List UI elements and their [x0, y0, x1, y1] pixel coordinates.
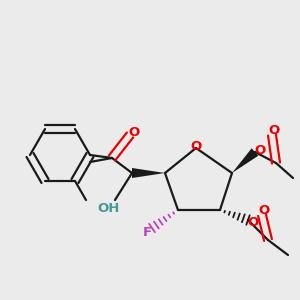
Text: O: O [268, 124, 280, 137]
Polygon shape [232, 148, 258, 173]
Text: OH: OH [98, 202, 120, 214]
Text: O: O [248, 215, 259, 229]
Text: O: O [190, 140, 202, 152]
Polygon shape [132, 168, 165, 178]
Text: F: F [142, 226, 152, 238]
Text: O: O [128, 125, 140, 139]
Text: O: O [254, 143, 266, 157]
Text: O: O [258, 205, 270, 218]
